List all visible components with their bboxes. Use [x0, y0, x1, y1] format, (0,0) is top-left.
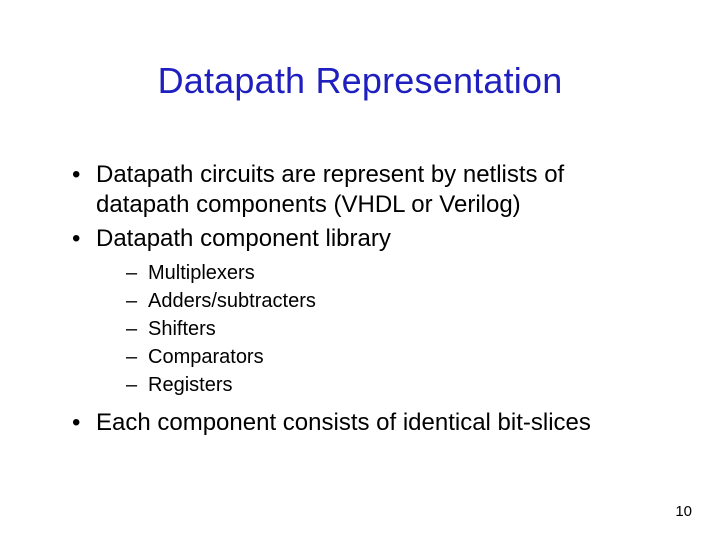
slide-title: Datapath Representation	[0, 60, 720, 102]
sub-bullet-text: Multiplexers	[148, 262, 255, 284]
sub-bullet-text: Shifters	[148, 318, 216, 340]
bullet-text: Each component consists of identical bit…	[96, 409, 591, 436]
bullet-item: Datapath circuits are represent by netli…	[70, 160, 660, 220]
sub-bullet-item: Registers	[124, 372, 660, 398]
sub-bullet-list: Multiplexers Adders/subtracters Shifters…	[96, 260, 660, 398]
sub-bullet-item: Comparators	[124, 344, 660, 370]
sub-bullet-text: Adders/subtracters	[148, 290, 316, 312]
bullet-list: Datapath circuits are represent by netli…	[70, 160, 660, 438]
page-number: 10	[675, 503, 692, 520]
sub-bullet-item: Multiplexers	[124, 260, 660, 286]
slide-body: Datapath circuits are represent by netli…	[70, 160, 660, 442]
bullet-item: Datapath component library Multiplexers …	[70, 224, 660, 398]
bullet-item: Each component consists of identical bit…	[70, 408, 660, 438]
slide: Datapath Representation Datapath circuit…	[0, 0, 720, 540]
bullet-text: Datapath circuits are represent by netli…	[96, 161, 564, 218]
sub-bullet-item: Adders/subtracters	[124, 288, 660, 314]
sub-bullet-text: Comparators	[148, 346, 264, 368]
bullet-text: Datapath component library	[96, 225, 391, 252]
sub-bullet-text: Registers	[148, 374, 232, 396]
sub-bullet-item: Shifters	[124, 316, 660, 342]
